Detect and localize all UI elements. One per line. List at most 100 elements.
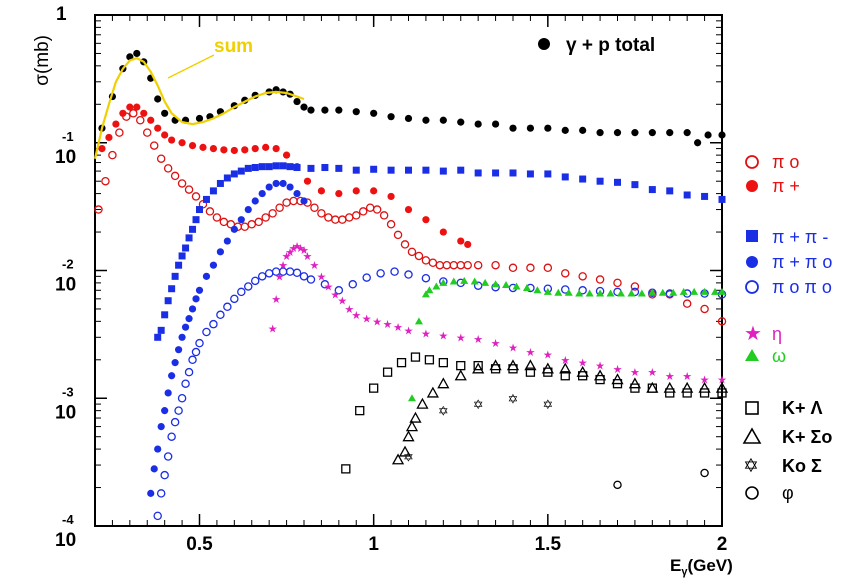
data-point bbox=[492, 169, 500, 177]
data-point bbox=[195, 338, 204, 348]
data-point bbox=[683, 191, 691, 199]
data-point bbox=[407, 247, 417, 257]
data-point bbox=[293, 189, 301, 198]
data-point bbox=[191, 192, 201, 201]
data-point: ★ bbox=[393, 322, 403, 334]
data-point bbox=[230, 294, 239, 304]
data-point bbox=[338, 215, 347, 224]
series-10: ✡ ✡ ✡ ✡ ✡ bbox=[403, 391, 553, 464]
data-point bbox=[437, 377, 450, 389]
data-point bbox=[613, 480, 622, 490]
data-point bbox=[168, 372, 176, 380]
data-point bbox=[407, 394, 416, 402]
data-point bbox=[119, 109, 127, 117]
data-point bbox=[286, 163, 294, 171]
data-point bbox=[683, 129, 691, 137]
x-tick-label: 0.5 bbox=[186, 534, 213, 555]
data-point bbox=[257, 272, 267, 281]
data-point: ★ bbox=[456, 332, 466, 344]
legend-klambda-marker bbox=[745, 401, 759, 415]
data-point bbox=[579, 175, 587, 183]
series-4 bbox=[147, 179, 308, 497]
sum-annotation: sum bbox=[214, 36, 253, 57]
x-tick-label: 1 bbox=[368, 534, 379, 555]
data-point bbox=[700, 287, 709, 295]
data-point bbox=[404, 270, 413, 279]
data-point bbox=[108, 150, 117, 160]
data-point bbox=[491, 260, 500, 270]
legend-pippim-marker bbox=[746, 230, 758, 242]
data-point: ★ bbox=[665, 371, 675, 383]
data-point: ★ bbox=[310, 260, 320, 272]
data-point bbox=[177, 179, 187, 188]
legend-pip-label: π + bbox=[772, 176, 800, 196]
data-point bbox=[168, 285, 176, 293]
data-point bbox=[489, 359, 502, 371]
data-point bbox=[126, 103, 134, 111]
data-point: ★ bbox=[473, 334, 483, 346]
y-tick-label: 10 bbox=[55, 402, 76, 423]
legend-pippi0-label: π + π o bbox=[772, 252, 832, 272]
data-point bbox=[192, 295, 200, 303]
data-point bbox=[161, 311, 169, 319]
data-point bbox=[153, 511, 162, 521]
data-point bbox=[341, 464, 351, 474]
data-point bbox=[188, 355, 197, 365]
data-point bbox=[362, 273, 371, 282]
data-point bbox=[250, 276, 260, 286]
data-point bbox=[262, 143, 270, 151]
data-point bbox=[331, 215, 340, 224]
data-point bbox=[509, 124, 517, 132]
data-point: ★ bbox=[372, 316, 382, 328]
data-point bbox=[171, 272, 179, 280]
data-point bbox=[390, 267, 399, 276]
data-point: ★ bbox=[578, 358, 588, 370]
data-point bbox=[154, 445, 162, 453]
data-point bbox=[596, 177, 604, 185]
data-point bbox=[154, 124, 162, 132]
data-point bbox=[694, 139, 702, 147]
data-point bbox=[279, 179, 287, 188]
y-axis-label: σ(mb) bbox=[32, 35, 53, 86]
data-point bbox=[442, 260, 452, 270]
data-point bbox=[237, 216, 245, 224]
legend-pi0pi0-label: π o π o bbox=[772, 277, 832, 297]
data-point: ★ bbox=[362, 314, 372, 326]
data-point bbox=[216, 248, 224, 256]
data-point bbox=[405, 166, 412, 174]
data-point bbox=[682, 299, 692, 308]
legend-total-label: γ + p total bbox=[566, 35, 655, 56]
data-point bbox=[457, 166, 465, 174]
y-tick-exponent: -1 bbox=[62, 129, 74, 144]
data-point bbox=[409, 411, 422, 423]
data-point bbox=[690, 287, 699, 295]
data-point bbox=[216, 179, 224, 187]
legend-ksigma0-label: K+ Σo bbox=[782, 427, 832, 447]
data-point bbox=[352, 108, 360, 116]
data-point bbox=[522, 283, 531, 291]
data-point bbox=[560, 371, 570, 381]
data-point bbox=[300, 197, 308, 205]
data-point bbox=[474, 120, 482, 128]
data-point bbox=[170, 417, 180, 427]
data-point bbox=[149, 141, 159, 150]
data-point: ✡ bbox=[473, 397, 484, 412]
data-point bbox=[627, 289, 636, 297]
series-11 bbox=[613, 468, 709, 490]
data-point bbox=[261, 213, 270, 222]
y-tick-exponent: -3 bbox=[62, 384, 74, 399]
series-6: ★★★★★★★★★★★★★★★★★★ ★ ★ ★ ★ ★ ★ ★ ★ ★ ★ ★ ★ ★ ★ ★ ★ ★ ★ ★ ★ ★ ★… bbox=[268, 241, 727, 386]
data-point bbox=[370, 165, 378, 173]
series-5 bbox=[153, 267, 727, 521]
data-point bbox=[272, 144, 280, 153]
data-point bbox=[422, 216, 430, 224]
legend-pip-marker bbox=[746, 180, 758, 192]
legend-phi-label: φ bbox=[782, 483, 794, 503]
data-point bbox=[681, 381, 694, 393]
data-point bbox=[244, 282, 253, 291]
data-point bbox=[648, 186, 656, 194]
data-point bbox=[456, 360, 466, 371]
data-point bbox=[421, 273, 431, 283]
data-point bbox=[463, 260, 472, 270]
data-point bbox=[182, 244, 190, 252]
